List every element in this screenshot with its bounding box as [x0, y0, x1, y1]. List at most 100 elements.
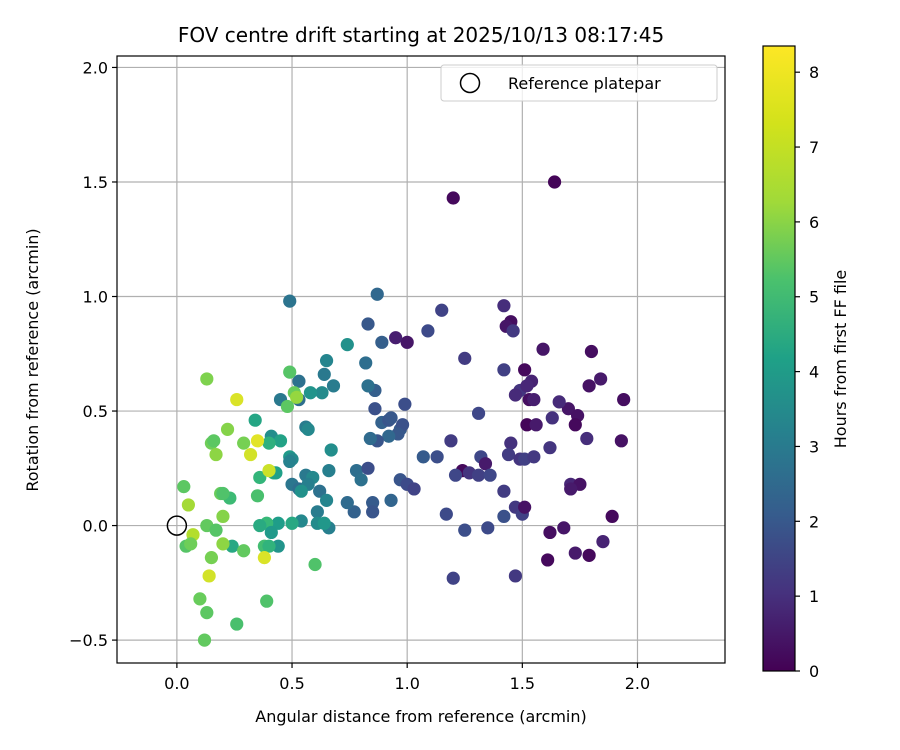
data-point	[313, 484, 327, 498]
data-point	[361, 379, 375, 393]
data-point	[497, 299, 511, 313]
data-point	[448, 468, 463, 482]
data-point	[319, 354, 334, 368]
data-point	[202, 569, 216, 583]
data-point	[497, 509, 511, 524]
data-point	[382, 429, 396, 443]
data-point	[250, 489, 265, 503]
data-point	[416, 450, 430, 464]
y-axis-ticks: −0.5 0.0 0.5 1.0 1.5 2.0	[69, 58, 117, 650]
data-point	[421, 324, 435, 338]
data-point	[501, 447, 516, 462]
data-point	[322, 463, 336, 478]
data-point	[580, 431, 594, 446]
data-point	[315, 386, 329, 400]
y-tick-label: 1.5	[83, 173, 108, 192]
data-point	[568, 546, 582, 560]
data-point	[319, 493, 334, 507]
colorbar-tick-label: 5	[809, 288, 819, 307]
data-point	[262, 463, 276, 478]
data-point	[253, 470, 267, 485]
legend-marker-icon	[459, 72, 481, 94]
data-point	[273, 434, 288, 448]
y-tick-label: −0.5	[69, 631, 108, 650]
data-point	[326, 379, 341, 393]
data-point	[220, 422, 235, 436]
data-point	[547, 175, 562, 189]
data-point	[582, 379, 596, 393]
data-point	[181, 498, 195, 512]
colorbar-tick-label: 0	[809, 662, 819, 681]
data-point	[354, 473, 368, 487]
y-tick-label: 0.0	[83, 517, 108, 536]
colorbar-tick-label: 8	[809, 63, 819, 82]
data-point	[260, 594, 274, 608]
data-point	[363, 431, 377, 446]
chart-title: FOV centre drift starting at 2025/10/13 …	[178, 23, 664, 47]
data-point	[324, 443, 338, 457]
data-point	[197, 633, 212, 647]
data-point	[527, 450, 541, 464]
data-point	[557, 521, 571, 535]
colorbar-gradient	[763, 46, 795, 671]
data-point	[389, 331, 403, 345]
data-point	[359, 356, 373, 370]
data-point	[209, 523, 223, 537]
data-point	[193, 592, 207, 606]
data-point	[200, 372, 214, 386]
data-point	[435, 303, 449, 317]
data-point	[520, 379, 534, 393]
data-point	[207, 434, 221, 448]
data-point	[543, 441, 557, 455]
data-point	[366, 505, 380, 519]
legend-box	[440, 64, 718, 102]
data-point	[230, 392, 244, 407]
data-point	[497, 363, 511, 377]
data-point	[439, 507, 453, 521]
colorbar-tick-label: 1	[809, 587, 819, 606]
data-point	[257, 551, 271, 565]
data-point	[200, 606, 214, 620]
data-point	[248, 413, 262, 427]
colorbar-frame	[762, 45, 796, 672]
data-point	[340, 496, 354, 510]
data-point	[527, 392, 541, 407]
data-point	[271, 516, 285, 530]
x-tick-label: 0.0	[164, 674, 189, 693]
data-point	[481, 521, 495, 535]
data-point	[209, 447, 223, 462]
y-tick-label: 1.0	[83, 288, 108, 307]
data-point	[617, 392, 631, 407]
colorbar-tick-label: 6	[809, 213, 819, 232]
data-point	[317, 516, 331, 530]
data-point	[430, 450, 444, 464]
data-point	[368, 402, 382, 416]
data-point	[237, 544, 251, 558]
data-point	[384, 411, 398, 425]
data-point	[483, 468, 497, 482]
y-tick-label: 2.0	[83, 58, 108, 77]
colorbar-tick-label: 4	[809, 363, 819, 382]
data-point	[398, 397, 412, 411]
x-tick-label: 2.0	[625, 674, 650, 693]
colorbar-tick-label: 7	[809, 138, 819, 157]
data-point	[614, 434, 628, 448]
data-point	[317, 367, 331, 381]
data-point	[243, 447, 258, 462]
data-point	[529, 418, 543, 432]
colorbar: 0 1 2 3 4 5 6 7 8 Hours from first FF file	[762, 45, 850, 681]
data-point	[283, 294, 297, 308]
data-point	[340, 338, 354, 352]
data-point	[444, 434, 458, 448]
data-point	[264, 525, 278, 540]
colorbar-tick-label: 2	[809, 512, 819, 531]
data-point	[478, 457, 493, 471]
data-point	[536, 342, 550, 356]
data-points	[177, 175, 631, 647]
data-point	[301, 422, 315, 436]
data-point	[292, 374, 306, 388]
x-axis-ticks: 0.0 0.5 1.0 1.5 2.0	[164, 663, 650, 693]
data-point	[310, 505, 324, 519]
data-point	[216, 509, 230, 524]
data-point	[518, 500, 532, 514]
